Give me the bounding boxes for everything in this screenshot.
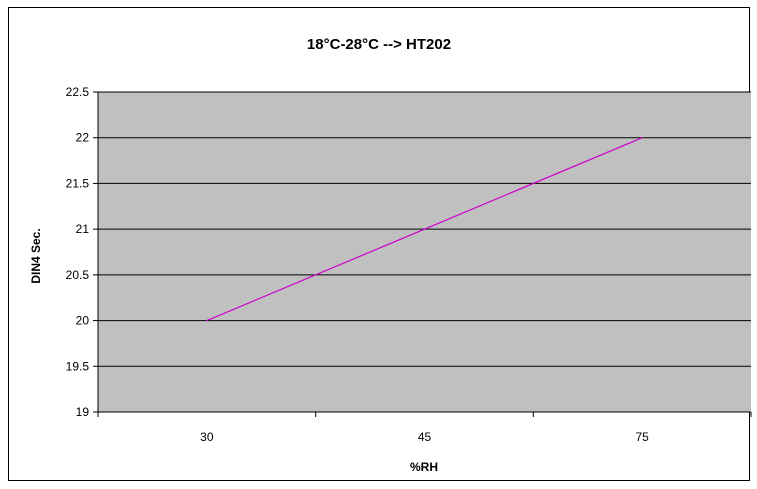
- y-tick-label: 22.5: [66, 85, 90, 99]
- x-tick-label: 45: [418, 430, 432, 444]
- plot-area: [98, 92, 751, 412]
- y-tick-label: 20.5: [66, 268, 90, 282]
- tick-labels: 19 19.5 20 20.5 21 21.5 22 22.5 30 45 75: [66, 85, 650, 444]
- y-tick-label: 22: [76, 131, 90, 145]
- y-tick-label: 19: [76, 405, 90, 419]
- data-point: [423, 228, 426, 230]
- series-layer: [206, 137, 643, 322]
- axes: [93, 91, 752, 417]
- series-0: [206, 137, 643, 322]
- y-tick-label: 21.5: [66, 176, 90, 190]
- y-tick-label: 19.5: [66, 359, 90, 373]
- y-axis-title: DIN4 Sec.: [29, 228, 43, 283]
- x-axis-title: %RH: [410, 460, 438, 474]
- y-tick-label: 20: [76, 314, 90, 328]
- data-point: [641, 137, 643, 139]
- x-tick-label: 75: [635, 430, 649, 444]
- x-tick-label: 30: [200, 430, 214, 444]
- data-point: [206, 319, 208, 322]
- y-tick-label: 21: [76, 222, 90, 236]
- chart-title: 18°C-28°C --> HT202: [307, 36, 451, 53]
